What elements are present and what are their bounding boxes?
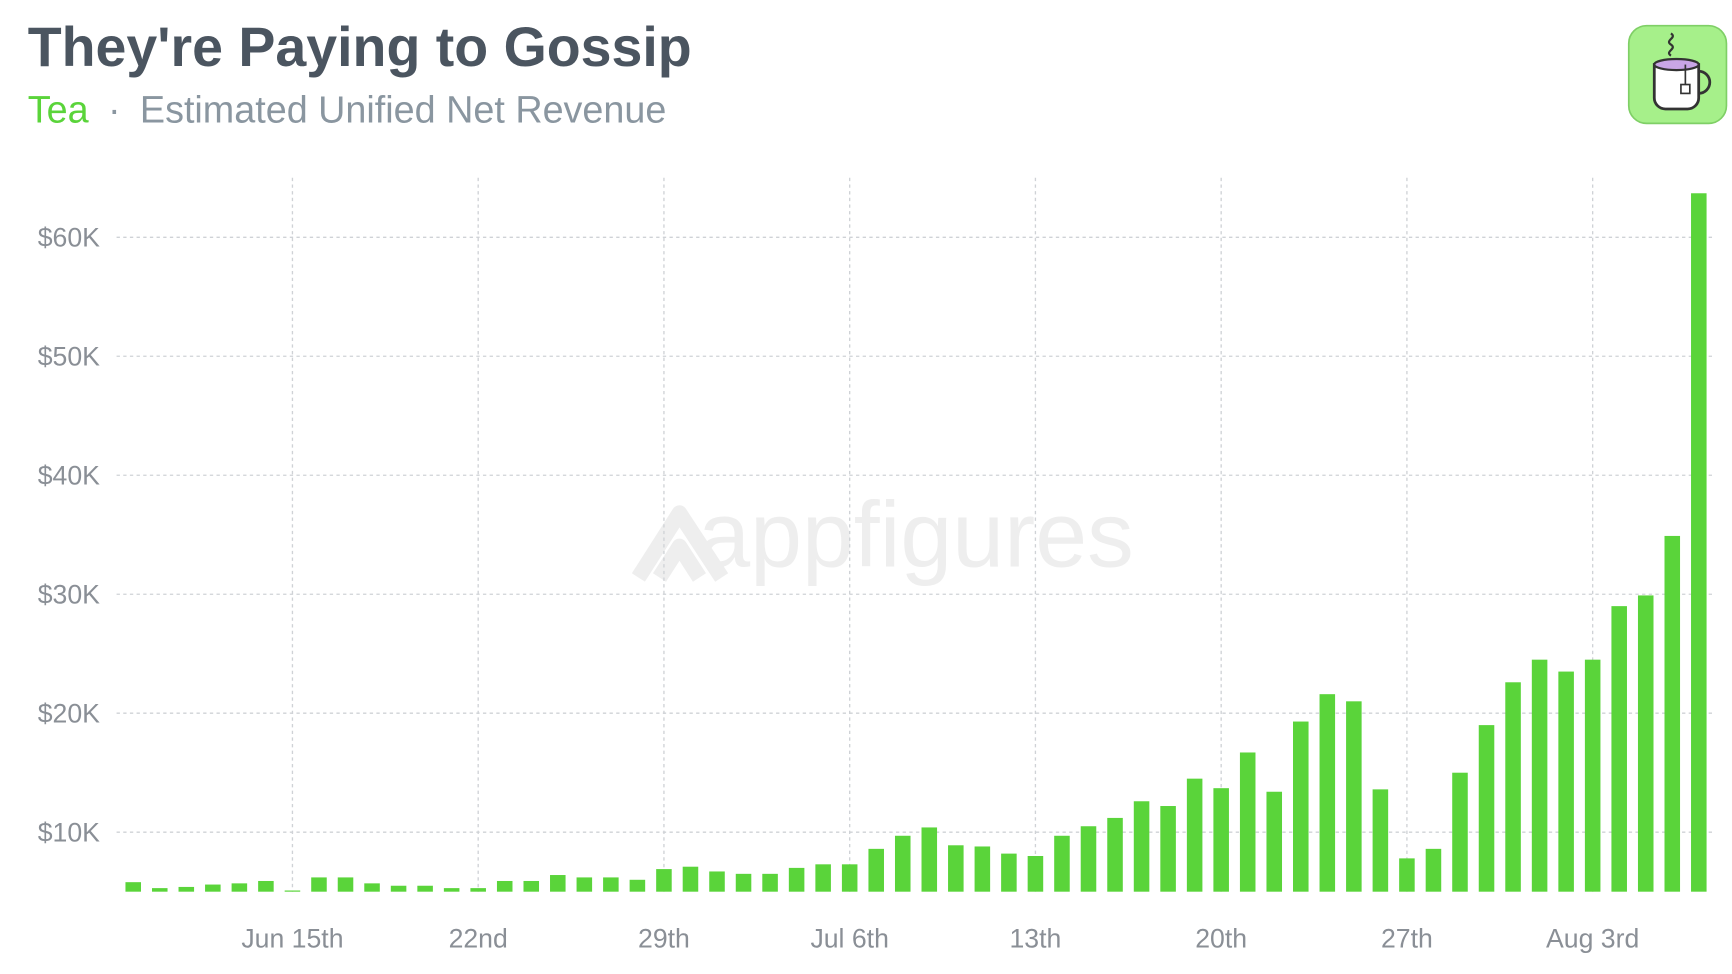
y-tick-label: $40K	[38, 461, 100, 491]
bar	[311, 877, 327, 892]
y-tick-label: $60K	[38, 223, 100, 253]
bar	[921, 827, 938, 892]
y-tick-label: $30K	[38, 579, 100, 609]
bar	[1611, 606, 1627, 892]
bar	[151, 888, 168, 892]
bar	[1452, 772, 1468, 892]
bar	[1054, 835, 1070, 892]
bar	[1293, 721, 1309, 892]
bar	[656, 869, 672, 892]
bar	[1160, 806, 1176, 892]
bar	[894, 835, 911, 892]
watermark-logo	[631, 505, 729, 582]
bar	[1186, 778, 1203, 892]
bar	[788, 867, 805, 892]
bar	[178, 886, 195, 892]
bar	[231, 883, 248, 892]
x-tick-label: Jun 15th	[241, 924, 343, 954]
bar	[390, 885, 407, 892]
bar	[205, 884, 221, 892]
bar	[1399, 858, 1415, 892]
bar	[1637, 595, 1654, 892]
bar	[1664, 535, 1681, 892]
bar	[682, 866, 699, 892]
y-tick-label: $50K	[38, 342, 100, 372]
app-name: Tea	[28, 88, 89, 130]
bar	[284, 890, 301, 892]
watermark: appfigures	[698, 483, 1133, 587]
bar	[470, 888, 486, 892]
bar	[841, 864, 858, 892]
x-tick-label: 27th	[1381, 924, 1433, 954]
bar	[443, 888, 460, 892]
x-tick-label: Aug 3rd	[1546, 924, 1639, 954]
x-tick-label: 20th	[1195, 924, 1247, 954]
bar	[1107, 817, 1123, 892]
bar	[762, 873, 778, 892]
bar	[1691, 193, 1707, 892]
y-tick-label: $20K	[38, 698, 100, 728]
app-icon	[1627, 24, 1728, 125]
bar	[1319, 694, 1336, 892]
bar	[576, 877, 593, 892]
bar	[1346, 701, 1362, 892]
chart-subtitle: Tea · Estimated Unified Net Revenue	[28, 88, 667, 130]
bar	[1266, 791, 1283, 892]
x-tick-label: 13th	[1010, 924, 1062, 954]
bar	[1478, 725, 1495, 892]
bar	[629, 879, 646, 892]
x-tick-label: 22nd	[449, 924, 508, 954]
chart-title: They're Paying to Gossip	[28, 16, 692, 78]
bar	[1372, 789, 1389, 892]
bar	[868, 848, 884, 892]
bar	[815, 864, 831, 892]
bar	[974, 846, 991, 892]
separator: ·	[108, 88, 121, 130]
bar	[1425, 848, 1442, 892]
bar	[1027, 855, 1044, 892]
bar	[1558, 671, 1574, 892]
bar	[1584, 659, 1601, 892]
bar	[125, 882, 142, 892]
bar	[1133, 801, 1150, 892]
bar	[1531, 659, 1548, 892]
bar	[709, 871, 725, 892]
bar	[496, 880, 513, 892]
bar	[1001, 853, 1017, 892]
subtitle: Estimated Unified Net Revenue	[140, 88, 666, 130]
bar	[1213, 788, 1229, 892]
x-tick-label: 29th	[638, 924, 690, 954]
bar	[550, 875, 566, 892]
bar	[364, 883, 380, 892]
bar	[735, 873, 752, 892]
bar	[337, 877, 354, 892]
bar	[258, 880, 274, 892]
bar	[1505, 682, 1521, 892]
bar	[948, 845, 964, 892]
bar	[417, 885, 433, 892]
bar	[1080, 826, 1097, 892]
bar	[523, 880, 540, 892]
x-tick-label: Jul 6th	[810, 924, 888, 954]
bar	[1239, 752, 1256, 892]
y-tick-label: $10K	[38, 817, 100, 847]
bar	[603, 877, 619, 892]
